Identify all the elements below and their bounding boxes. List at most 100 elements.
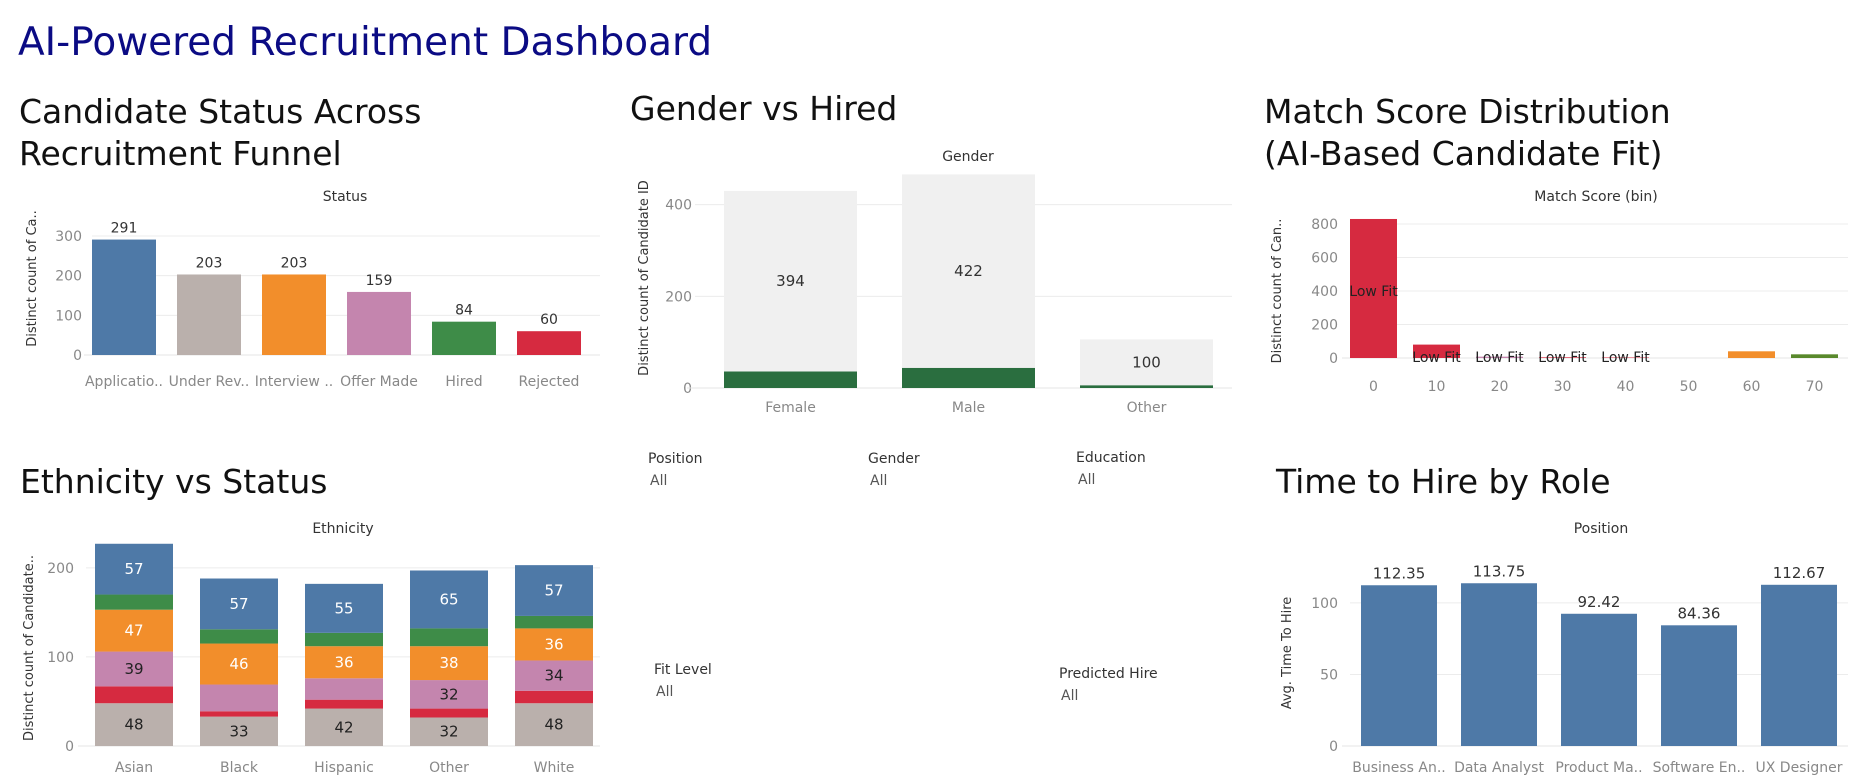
fit-level-filter[interactable]: Fit Level All: [654, 662, 712, 700]
gender-bar-label: 394: [776, 272, 805, 290]
ethnicity-bar-label: 48: [544, 716, 563, 734]
ethnicity-bar-segment: [305, 708, 383, 746]
match-chart-title: Match Score Distribution (AI-Based Candi…: [1264, 91, 1671, 175]
time-bar-label: 112.67: [1773, 564, 1826, 582]
status-bar: [517, 331, 581, 355]
ethnicity-bar-segment: [410, 708, 488, 718]
x-tick-label: Data Analyst: [1454, 760, 1544, 776]
ethnicity-bar-segment: [95, 594, 173, 610]
status-bar: [92, 239, 156, 355]
ethnicity-bar-segment: [200, 629, 278, 644]
gender-bar-label: 100: [1132, 353, 1161, 371]
ethnicity-bar-label: 38: [439, 654, 458, 672]
x-tick-label: 40: [1617, 379, 1635, 395]
time-bar: [1561, 613, 1637, 746]
ethnicity-bar-label: 57: [229, 595, 248, 613]
ethnicity-bar-label: 57: [544, 582, 563, 600]
y-tick-label: 600: [1311, 251, 1338, 267]
ethnicity-bar-segment: [410, 680, 488, 709]
x-tick-label: Business An..: [1352, 760, 1446, 776]
gender-bar-segment: [724, 190, 857, 372]
dashboard-title: AI-Powered Recruitment Dashboard: [18, 20, 713, 65]
predicted-hire-filter-label: Predicted Hire: [1059, 666, 1158, 682]
x-tick-label: Under Rev..: [169, 374, 250, 390]
gender-bar-label: 422: [954, 262, 983, 280]
match-title-line1: Match Score Distribution: [1264, 92, 1671, 131]
status-bar: [347, 291, 411, 355]
y-tick-label: 100: [1311, 596, 1338, 612]
gender-filter-value[interactable]: All: [870, 473, 888, 489]
ethnicity-bar-segment: [410, 628, 488, 647]
chart-header: Status: [323, 189, 368, 205]
ethnicity-bar-segment: [515, 628, 593, 661]
status-bar: [432, 321, 496, 355]
y-tick-label: 800: [1311, 217, 1338, 233]
predicted-hire-filter[interactable]: Predicted Hire All: [1059, 666, 1158, 704]
ethnicity-bar-segment: [305, 699, 383, 709]
match-bar: [1539, 357, 1586, 358]
y-tick-label: 0: [1329, 739, 1338, 755]
time-chart-title: Time to Hire by Role: [1276, 462, 1611, 501]
x-tick-label: Other: [1127, 400, 1167, 416]
match-bar: [1728, 351, 1775, 358]
ethnicity-bar-label: 36: [544, 635, 563, 653]
gender-filter[interactable]: Gender All: [868, 451, 920, 489]
time-bar: [1761, 584, 1837, 746]
x-tick-label: UX Designer: [1756, 760, 1843, 776]
predicted-hire-filter-value[interactable]: All: [1061, 688, 1079, 704]
x-tick-label: 30: [1554, 379, 1572, 395]
gender-chart-title: Gender vs Hired: [630, 89, 898, 128]
status-chart-title: Candidate Status Across Recruitment Funn…: [19, 91, 421, 175]
status-bar: [262, 274, 326, 355]
ethnicity-bar-segment: [200, 716, 278, 746]
match-bar-label: Low Fit: [1475, 350, 1524, 366]
time-bar: [1361, 585, 1437, 746]
ethnicity-bar-segment: [515, 703, 593, 746]
y-tick-label: 400: [665, 198, 692, 214]
ethnicity-bar-segment: [515, 565, 593, 616]
x-tick-label: Male: [952, 400, 985, 416]
fit-level-filter-value[interactable]: All: [656, 684, 674, 700]
gender-chart: Gender Distinct count of Candidate ID 0 200…: [637, 149, 1232, 416]
x-tick-label: Asian: [115, 760, 153, 776]
ethnicity-bar-segment: [410, 570, 488, 629]
ethnicity-bar-segment: [410, 646, 488, 681]
match-bar-label: Low Fit: [1349, 284, 1398, 300]
ethnicity-bar-label: 46: [229, 655, 248, 673]
x-tick-label: Hispanic: [314, 760, 374, 776]
y-tick-label: 0: [65, 739, 74, 755]
gender-bar-segment: [1080, 385, 1213, 388]
gender-bar-segment: [724, 371, 857, 388]
chart-header: Ethnicity: [312, 521, 373, 537]
ethnicity-bar-label: 33: [229, 722, 248, 740]
ethnicity-bar-segment: [305, 632, 383, 647]
ethnicity-bar-label: 48: [124, 716, 143, 734]
gender-bar-segment: [1080, 339, 1213, 386]
ethnicity-bar-segment: [200, 711, 278, 717]
time-bar-label: 92.42: [1578, 593, 1621, 611]
match-bar: [1413, 344, 1460, 358]
y-axis-label: Distinct count of Candidate..: [22, 555, 37, 741]
ethnicity-bar-segment: [515, 690, 593, 704]
ethnicity-bar-segment: [95, 703, 173, 746]
x-tick-label: Hired: [445, 374, 482, 390]
education-filter-value[interactable]: All: [1078, 472, 1096, 488]
gender-bar-segment: [902, 174, 1035, 368]
position-filter[interactable]: Position All: [648, 451, 703, 489]
ethnicity-bar-label: 47: [124, 622, 143, 640]
x-tick-label: Applicatio..: [85, 374, 163, 390]
x-tick-label: 0: [1369, 379, 1378, 395]
status-bar-label: 291: [111, 221, 138, 237]
ethnicity-bar-segment: [95, 543, 173, 595]
ethnicity-bar-label: 32: [439, 685, 458, 703]
ethnicity-bar-segment: [200, 643, 278, 685]
y-axis-label: Distinct count of Can..: [1270, 219, 1285, 364]
y-axis-label: Distinct count of Candidate ID: [637, 180, 652, 376]
x-tick-label: Female: [765, 400, 816, 416]
status-bar-label: 203: [281, 255, 308, 271]
y-tick-label: 300: [55, 229, 82, 245]
ethnicity-bar-segment: [515, 660, 593, 691]
position-filter-value[interactable]: All: [650, 473, 668, 489]
y-tick-label: 0: [73, 348, 82, 364]
education-filter[interactable]: Education All: [1076, 450, 1146, 488]
